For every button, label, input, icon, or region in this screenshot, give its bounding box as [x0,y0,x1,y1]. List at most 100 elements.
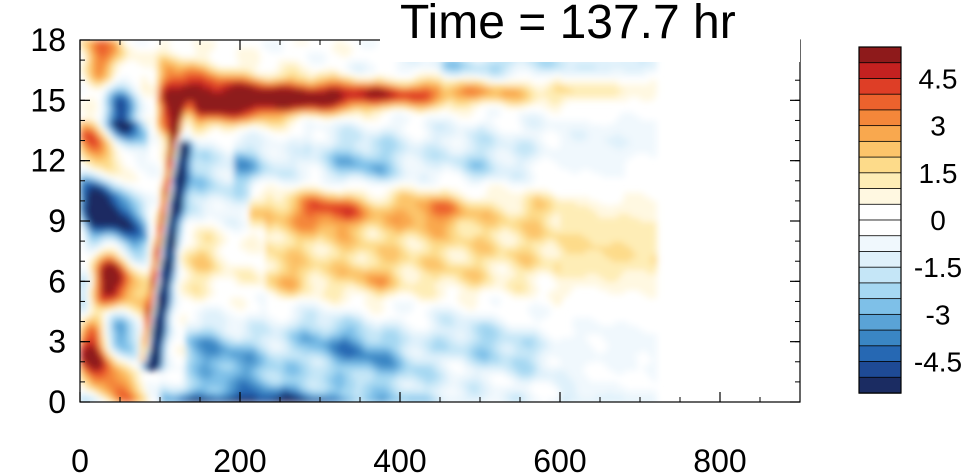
heatmap-cell [230,365,235,371]
heatmap-cell [140,76,145,82]
heatmap-cell [246,200,251,206]
heatmap-cell [128,112,132,118]
heatmap-cell [243,301,248,307]
heatmap-cell [252,180,257,186]
heatmap-cell [224,176,228,182]
heatmap-cell [108,249,113,254]
heatmap-cell [272,184,276,190]
heatmap-cell [192,144,196,150]
heatmap-cell [195,245,200,250]
heatmap-cell [115,156,120,162]
heatmap-cell [102,337,107,343]
heatmap-cell [153,325,158,331]
heatmap-cell [275,140,280,146]
heatmap-cell [220,184,225,190]
heatmap-cell [121,212,126,218]
heatmap-cell [192,281,196,287]
heatmap-cell [134,253,139,258]
heatmap-cell [246,68,251,73]
heatmap-cell [160,229,164,234]
heatmap-cell [224,221,228,226]
heatmap-cell [246,176,251,182]
heatmap-cell [243,325,248,331]
heatmap-cell [169,317,174,323]
heatmap-cell [150,269,155,275]
heatmap-cell [230,389,235,395]
heatmap-cell [188,144,193,150]
heatmap-cell [265,277,270,283]
heatmap-cell [166,221,171,226]
heatmap-cell [115,225,120,230]
heatmap-cell [115,88,120,94]
heatmap-cell [150,353,155,359]
heatmap-cell [182,257,187,263]
heatmap-cell [256,160,260,166]
heatmap-cell [188,72,193,77]
heatmap-cell [134,269,139,275]
heatmap-cell [246,317,251,323]
heatmap-cell [240,76,244,82]
heatmap-cell [156,241,161,246]
heatmap-cell [92,100,97,106]
heatmap-cell [128,321,132,327]
heatmap-cell [80,172,84,178]
heatmap-cell [169,120,174,126]
heatmap-cell [252,104,257,110]
heatmap-cell [99,313,104,319]
heatmap-cell [192,208,196,214]
heatmap-cell [249,88,254,94]
heatmap-cell [265,172,270,178]
heatmap-cell [208,345,212,351]
heatmap-cell [137,241,142,246]
heatmap-cell [121,305,126,311]
heatmap-cell [278,192,283,198]
heatmap-cell [224,349,228,355]
heatmap-cell [153,92,158,98]
heatmap-cell [243,176,248,182]
heatmap-cell [214,72,219,77]
heatmap-cell [83,361,88,367]
heatmap-cell [188,172,193,178]
heatmap-cell [262,353,267,359]
heatmap-cell [214,120,219,126]
heatmap-cell [134,373,139,379]
heatmap-cell [121,88,126,94]
heatmap-cell [89,293,94,299]
heatmap-cell [185,152,190,158]
heatmap-cell [176,180,180,186]
heatmap-cell [150,333,155,339]
heatmap-cell [124,188,129,194]
heatmap-cell [89,361,94,367]
heatmap-cell [192,216,196,222]
heatmap-cell [246,64,251,69]
heatmap-cell [131,104,136,110]
heatmap-cell [121,361,126,367]
heatmap-cell [166,257,171,263]
heatmap-cell [233,200,238,206]
heatmap-cell [86,112,91,118]
heatmap-cell [195,269,200,275]
heatmap-cell [128,373,132,379]
heatmap-cell [179,168,184,174]
heatmap-cell [160,237,164,242]
heatmap-cell [115,329,120,335]
heatmap-cell [137,108,142,114]
heatmap-cell [80,44,84,49]
heatmap-cell [92,357,97,363]
heatmap-cell [169,188,174,194]
heatmap-cell [108,188,113,194]
heatmap-cell [108,341,113,347]
heatmap-cell [166,180,171,186]
heatmap-cell [160,184,164,190]
heatmap-cell [201,96,206,102]
heatmap-cell [204,92,209,98]
heatmap-cell [246,112,251,118]
heatmap-cell [137,329,142,335]
heatmap-cell [169,265,174,271]
heatmap-cell [204,337,209,343]
heatmap-cell [153,241,158,246]
heatmap-cell [96,44,100,49]
heatmap-cell [230,76,235,82]
heatmap-cell [128,124,132,130]
heatmap-cell [268,100,273,106]
